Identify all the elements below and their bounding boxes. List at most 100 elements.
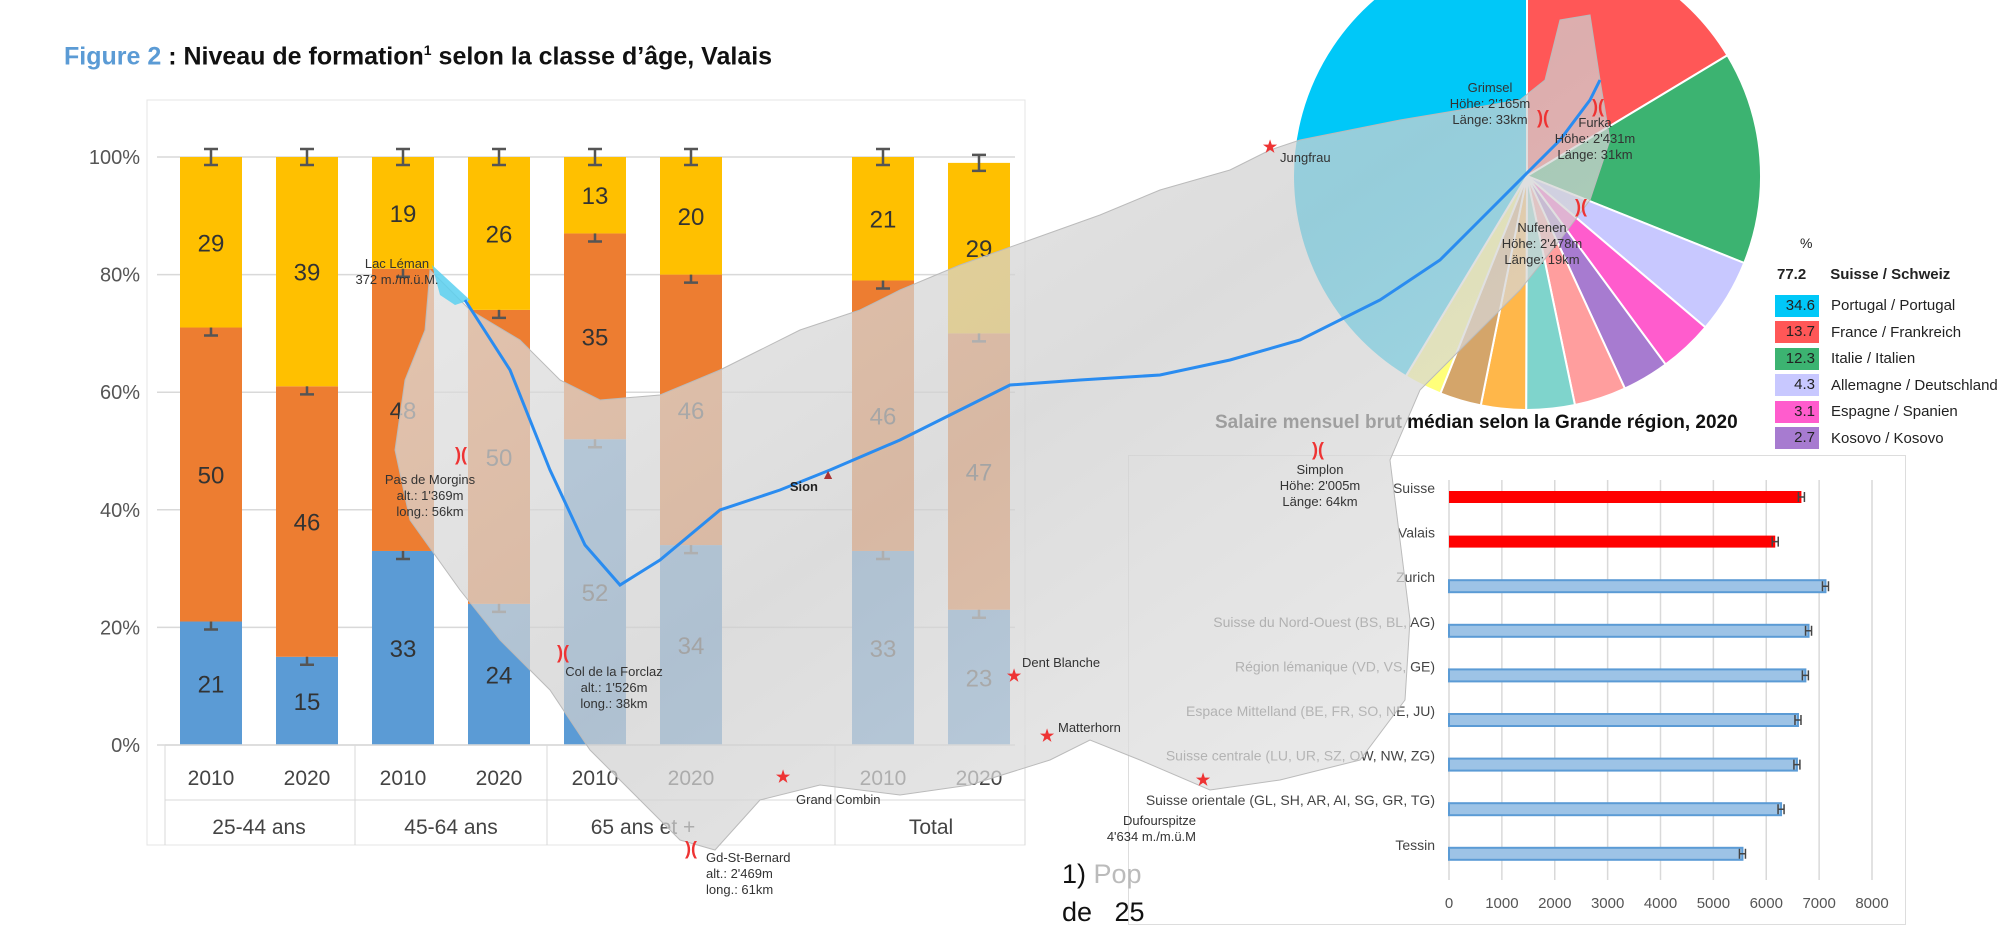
x-tick-label: 4000: [1644, 895, 1677, 912]
legend-swatch: 4.3: [1775, 374, 1819, 397]
figure-title-end: selon la classe d’âge, Valais: [431, 42, 773, 71]
footnote-text: Pop: [1093, 859, 1142, 889]
error-bar: [1797, 492, 1806, 502]
error-bar: [684, 147, 698, 167]
x-tick-label: 2020: [476, 767, 523, 790]
salary-bar: [1449, 535, 1776, 548]
bar-segment: [852, 157, 914, 281]
bar-segment: [276, 386, 338, 657]
pass-icon: )(: [455, 444, 467, 465]
x-tick-label: 2010: [572, 767, 619, 790]
legend-item: 2.7 Kosovo / Kosovo: [1760, 425, 1998, 452]
valais-territory: [394, 14, 1611, 851]
bar-segment: [660, 157, 722, 275]
bar-segment: [180, 621, 242, 745]
map-label-lac-leman: Lac Léman 372 m./m.ü.M.: [355, 256, 439, 287]
error-bar: [1801, 670, 1810, 681]
map-label-gd-st-bernard: Gd-St-Bernard alt.: 2'469m long.: 61km: [706, 850, 791, 897]
error-bar: [1804, 625, 1813, 636]
group-label: 45-64 ans: [404, 816, 497, 839]
error-bar: [972, 153, 986, 173]
error-bar: [396, 147, 410, 167]
legend-label: Portugal / Portugal: [1831, 297, 1956, 315]
legend-swatch: 12.3: [1775, 347, 1819, 370]
map-label-grand-combin: Grand Combin: [796, 792, 881, 807]
y-tick-label: 60%: [100, 382, 140, 404]
legend-swatch: 2.7: [1775, 427, 1819, 450]
salary-bar: [1449, 491, 1802, 503]
y-tick-label: 0%: [111, 735, 140, 757]
data-label: 24: [486, 662, 513, 689]
pie-unit-label: %: [1800, 235, 1813, 252]
peak-star-icon: ★: [775, 769, 791, 786]
x-tick-label: 2010: [188, 767, 235, 790]
bar-segment: [372, 550, 434, 745]
peak-star-icon: ★: [1262, 139, 1278, 156]
data-label: 21: [870, 207, 897, 234]
legend-label: Espagne / Spanien: [1831, 403, 1958, 421]
data-label: 50: [198, 463, 225, 490]
data-label: 33: [390, 636, 417, 663]
pass-icon: )(: [557, 642, 569, 663]
x-tick-label: 0: [1445, 895, 1453, 912]
legend-item: 3.1 Espagne / Spanien: [1760, 399, 1998, 426]
legend-item: 12.3 Italie / Italien: [1760, 346, 1998, 373]
data-label: 46: [294, 510, 321, 537]
footnote-number: 1): [1062, 859, 1094, 889]
bar-segment: [276, 157, 338, 387]
map-label-sion: Sion: [789, 479, 818, 494]
map-label-furka: Furka Höhe: 2'431m Länge: 31km: [1554, 115, 1636, 162]
error-bar: [1738, 848, 1747, 859]
category-label: Suisse: [1393, 480, 1435, 496]
legend-item: 34.6 Portugal / Portugal: [1760, 293, 1998, 320]
legend-label: Allemagne / Deutschland: [1831, 376, 1998, 394]
data-label: 20: [678, 204, 705, 231]
x-tick-label: 2020: [284, 767, 331, 790]
pass-icon: )(: [685, 838, 697, 859]
error-bar: [1794, 715, 1802, 725]
category-label: Zurich: [1396, 569, 1435, 585]
map-label-matterhorn: Matterhorn: [1058, 720, 1121, 735]
leman-lake: [432, 265, 470, 305]
footnote-text-line2: de 25: [1062, 897, 1145, 927]
y-tick-label: 80%: [100, 265, 140, 287]
pass-icon: )(: [1575, 196, 1587, 217]
pass-icon: )(: [1537, 107, 1549, 128]
peak-star-icon: ★: [1006, 668, 1022, 685]
category-label: Suisse orientale (GL, SH, AR, AI, SG, GR…: [1146, 792, 1435, 808]
rhone-river: [463, 79, 1602, 587]
legend-swatch: 34.6: [1775, 294, 1819, 317]
x-tick-label: 3000: [1591, 895, 1624, 912]
map-label-dufourspitze: Dufourspitze 4'634 m./m.ü.M: [1106, 813, 1196, 844]
error-bar: [300, 147, 314, 167]
map-label-simplon: Simplon Höhe: 2'005m Länge: 64km: [1279, 462, 1361, 509]
data-label: 39: [294, 260, 321, 287]
error-bar: [876, 147, 890, 167]
data-label: 29: [198, 230, 225, 257]
category-label: Tessin: [1395, 837, 1435, 853]
bar-segment: [276, 656, 338, 745]
error-bar: [1793, 759, 1801, 770]
bar-segment: [372, 157, 434, 269]
group-label: Total: [909, 816, 953, 839]
bar-segment: [180, 327, 242, 622]
x-tick-label: 6000: [1750, 895, 1783, 912]
y-tick-label: 40%: [100, 500, 140, 522]
legend-item: 13.7 France / Frankreich: [1760, 319, 1998, 346]
x-tick-label: 2010: [380, 767, 427, 790]
data-label: 15: [294, 689, 321, 716]
figure-title: Figure 2 : Niveau de formation1 selon la…: [64, 42, 772, 71]
y-tick-label: 100%: [89, 147, 140, 169]
bar-segment: [180, 157, 242, 328]
peak-star-icon: ★: [1039, 728, 1055, 745]
pie-header-label: Suisse / Schweiz: [1830, 266, 1951, 283]
error-bar: [492, 147, 506, 167]
footnote-ref: 1: [423, 42, 432, 58]
map-label-jungfrau: Jungfrau: [1280, 150, 1331, 165]
data-label: 19: [390, 201, 417, 228]
legend-label: Kosovo / Kosovo: [1831, 429, 1944, 447]
error-bar: [588, 147, 602, 167]
map-label-nufenen: Nufenen Höhe: 2'478m Länge: 19km: [1501, 220, 1583, 267]
data-label: 13: [582, 183, 609, 210]
